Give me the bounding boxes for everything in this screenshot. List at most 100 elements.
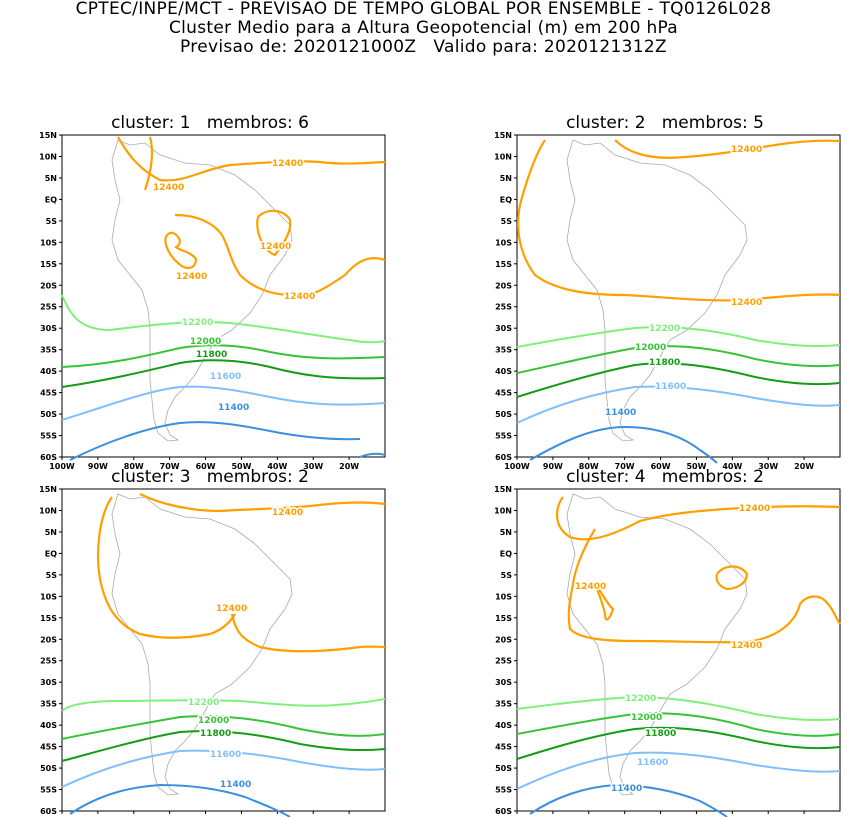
contour-12000	[516, 345, 841, 374]
contour-label: 11400	[605, 408, 636, 418]
lat-label: 45S	[495, 389, 512, 398]
contour-label: 11600	[637, 758, 668, 768]
contour-label: 11400	[218, 403, 249, 413]
contour-12400-ne-loop	[715, 565, 749, 591]
lon-label: 100W	[49, 462, 75, 471]
lat-label: 35S	[495, 700, 512, 709]
lat-label: 20S	[40, 281, 57, 290]
contour-12400-north	[117, 136, 386, 182]
lat-label: 5S	[501, 571, 513, 580]
lat-label: 40S	[40, 721, 57, 730]
lat-label: 15S	[40, 614, 57, 623]
contour-label: 12400	[176, 272, 207, 282]
contours	[61, 493, 386, 817]
contour-label: 12000	[635, 343, 666, 353]
contour-11600	[61, 385, 386, 421]
lat-label: 15S	[495, 614, 512, 623]
lon-label: 40W	[722, 462, 742, 471]
contour-label: 12400	[284, 292, 315, 302]
lat-label: 35S	[495, 346, 512, 355]
contour-11800	[516, 362, 841, 398]
contour-label: 11600	[210, 750, 241, 760]
lat-label: 20S	[40, 635, 57, 644]
lat-label: 60S	[495, 453, 512, 462]
contour-label: 12400	[272, 508, 303, 518]
lon-label: 70W	[615, 462, 635, 471]
lon-label: 50W	[686, 462, 706, 471]
lon-label: 60W	[196, 462, 216, 471]
lat-label: 10N	[494, 506, 512, 515]
lat-label: 40S	[495, 721, 512, 730]
lat-label: 25S	[40, 303, 57, 312]
contour-label: 11800	[645, 729, 676, 739]
lat-label: 25S	[40, 657, 57, 666]
lat-label: 40S	[495, 367, 512, 376]
panel-title: cluster: 3 membros: 2	[111, 467, 309, 487]
coastline	[111, 139, 293, 442]
contour-11400	[529, 425, 718, 464]
lat-label: EQ	[500, 549, 512, 558]
lat-label: 50S	[40, 764, 57, 773]
lat-label: 10N	[39, 152, 57, 161]
contour-11800	[516, 726, 841, 760]
lon-label: 90W	[88, 462, 108, 471]
lat-label: 15S	[40, 260, 57, 269]
contour-labels: 12400 12400 12200 12000 11800 11600 1140…	[187, 507, 305, 792]
contour-12400-top	[614, 139, 841, 159]
contour-12400-north	[97, 496, 236, 639]
contour-11800	[61, 359, 386, 388]
contour-12400-lobe	[593, 583, 615, 621]
lat-label: 15N	[39, 485, 57, 494]
contour-12400-top	[139, 493, 386, 513]
lat-label: 15N	[494, 131, 512, 140]
lat-label: 55S	[495, 432, 512, 441]
lon-label: 20W	[794, 462, 814, 471]
lat-label: 35S	[40, 346, 57, 355]
contour-label: 11800	[649, 358, 680, 368]
contour-11600	[61, 749, 386, 788]
contour-label: 12400	[272, 159, 303, 169]
panel-title: cluster: 4 membros: 2	[566, 467, 764, 487]
map-plot: 15N 10N 5N EQ 5S 10S 15S 20S 25S 30S 35S 40S 45S 50S 5…	[494, 485, 841, 817]
lon-label: 40W	[267, 462, 287, 471]
lat-label: 45S	[40, 389, 57, 398]
lat-label: 60S	[40, 453, 57, 462]
contour-label: 12200	[625, 694, 656, 704]
lat-label: 5N	[500, 528, 512, 537]
contour-11600	[516, 751, 841, 790]
lat-label: 55S	[495, 786, 512, 795]
lat-label: 20S	[495, 281, 512, 290]
contour-labels: 12400 12400 12400 12200 12000 11800 1160…	[574, 503, 772, 796]
map-plot: 15N 10N 5N EQ 5S 10S 15S 20S 25S 30S 35S 40S 45S 50S 5…	[494, 131, 841, 471]
contour-11600	[516, 385, 841, 424]
lon-label: 90W	[543, 462, 563, 471]
contour-12400-interior	[164, 231, 198, 269]
contour-label: 11800	[200, 729, 231, 739]
lat-label: EQ	[45, 549, 57, 558]
lat-label: 20S	[495, 635, 512, 644]
contour-label: 12000	[631, 713, 662, 723]
lat-label: 40S	[40, 367, 57, 376]
contour-12400-west	[143, 136, 154, 191]
lat-label: 15S	[495, 260, 512, 269]
lat-label: 55S	[40, 786, 57, 795]
contour-12400-ne-loop	[256, 209, 292, 257]
contour-label: 12400	[731, 298, 762, 308]
lat-label: 25S	[495, 303, 512, 312]
figure-header: CPTEC/INPE/MCT - PREVISAO DE TEMPO GLOBA…	[0, 0, 847, 57]
contour-11800	[61, 730, 386, 762]
lat-label: 5N	[45, 528, 57, 537]
lat-label: 5N	[45, 174, 57, 183]
map-frame	[516, 488, 841, 812]
lon-label: 60W	[651, 462, 671, 471]
lat-label: 15N	[39, 131, 57, 140]
contour-12400-sw	[567, 528, 841, 644]
contour-12000	[516, 712, 841, 737]
lat-label: 5N	[500, 174, 512, 183]
lat-label: 55S	[40, 432, 57, 441]
contour-label: 12200	[188, 698, 219, 708]
map-panel-cluster-1: cluster: 1 membros: 6 15N 10N 5N EQ 5S 10S 15S…	[0, 113, 420, 471]
map-frame	[516, 134, 841, 458]
contour-11400	[69, 421, 361, 461]
contour-12400-top	[556, 496, 841, 541]
